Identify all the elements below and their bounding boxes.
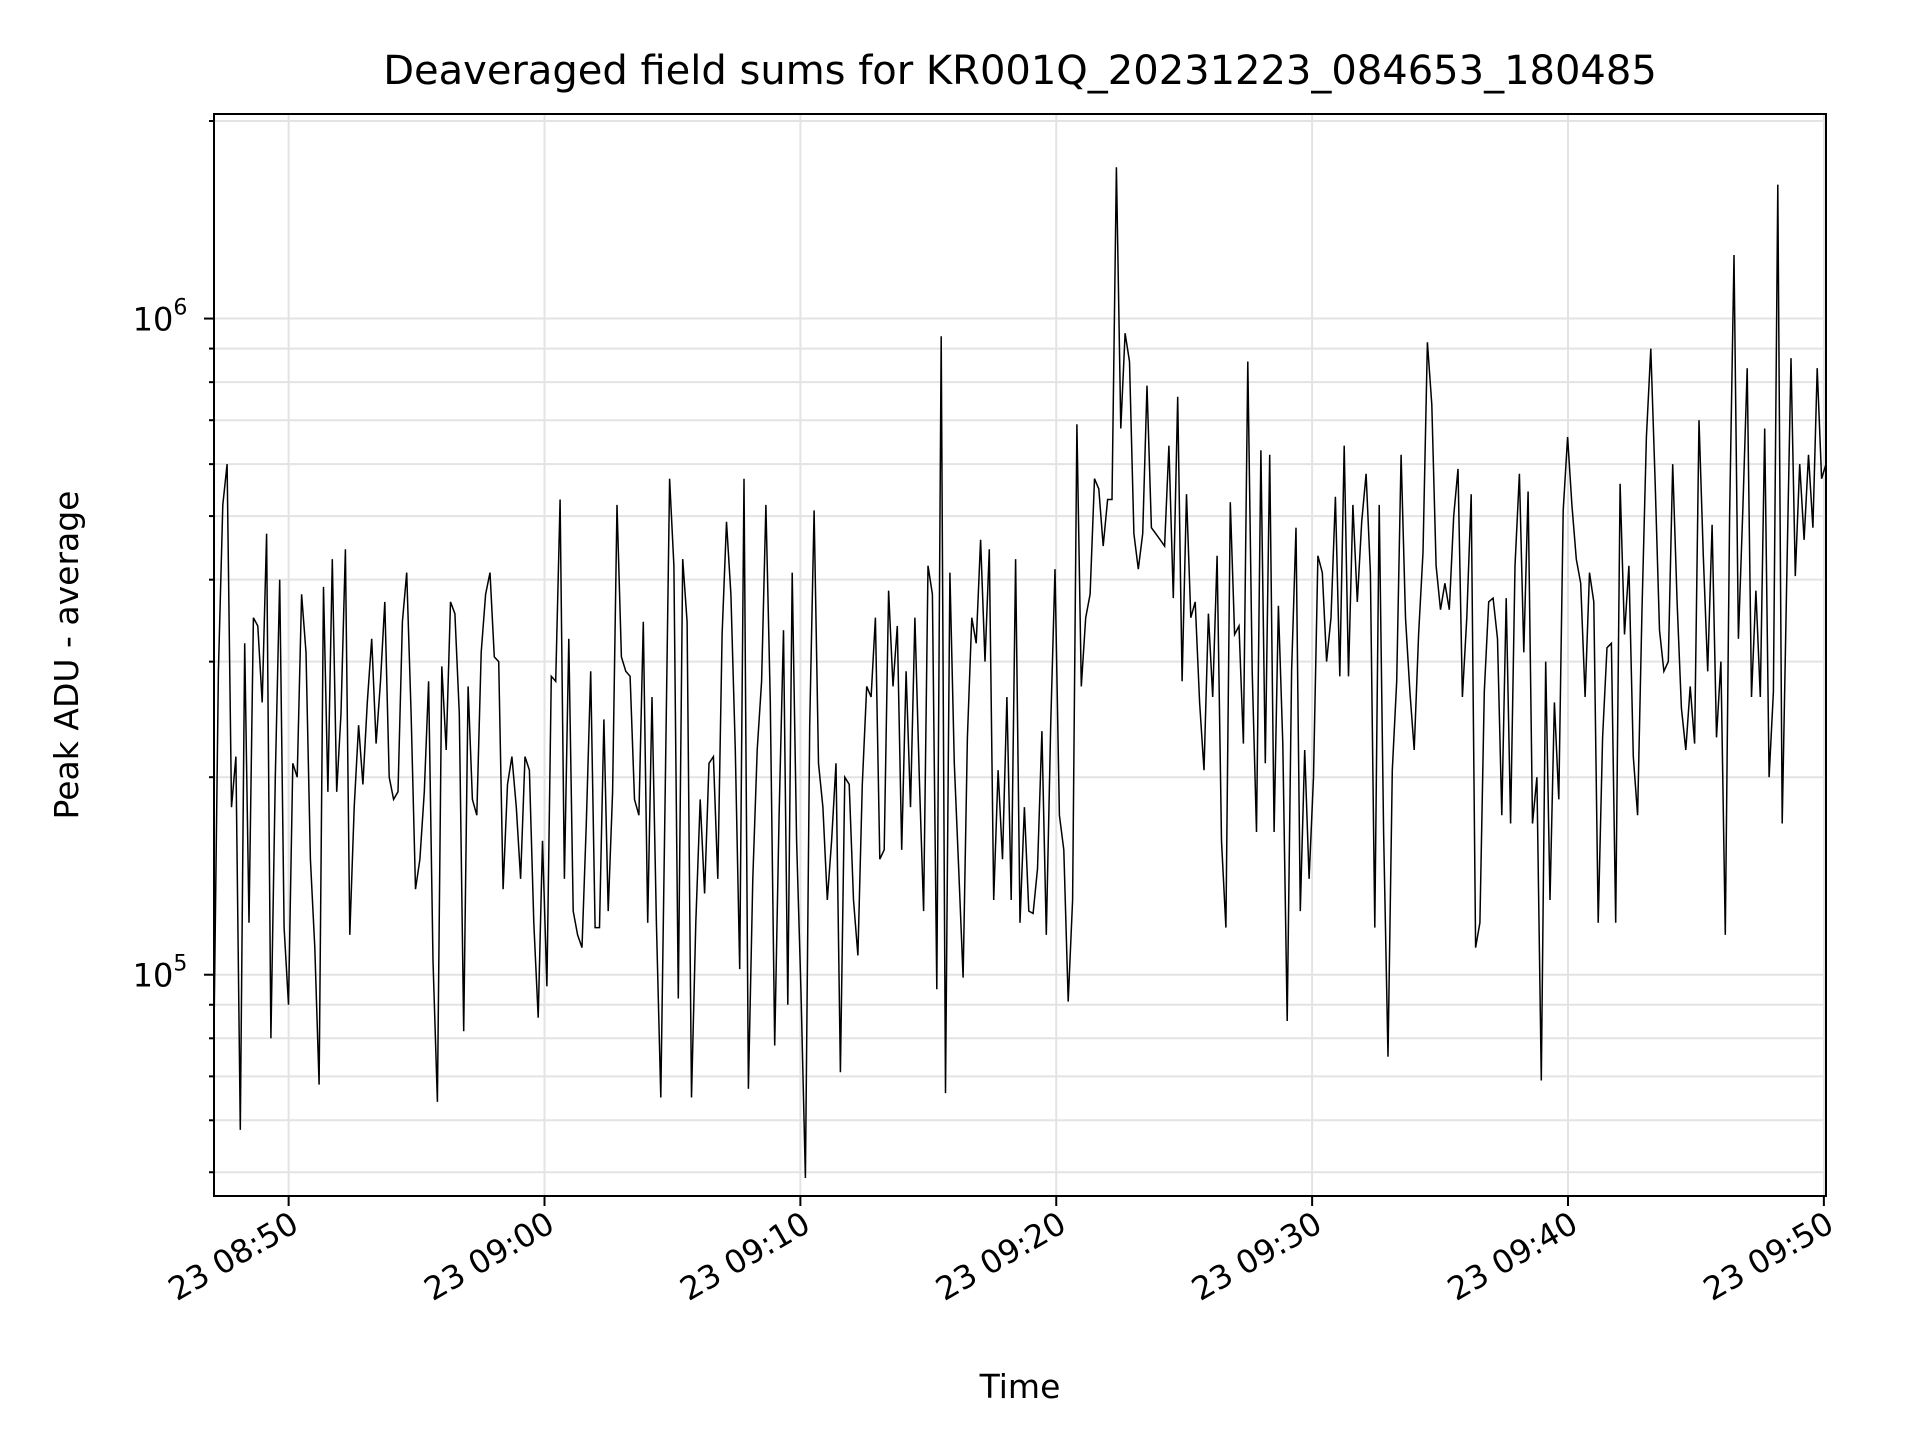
x-axis-label: Time <box>979 1367 1061 1406</box>
y-axis-label: Peak ADU - average <box>47 491 86 820</box>
x-tick-label: 23 08:50 <box>162 1204 305 1308</box>
y-tick-exponent: 6 <box>173 296 187 321</box>
y-tick-base: 10 <box>133 957 174 995</box>
x-tick-label: 23 09:50 <box>1697 1204 1840 1308</box>
series-layer <box>213 167 1827 1179</box>
y-tick-exponent: 5 <box>173 952 187 977</box>
x-tick-label: 23 09:30 <box>1185 1204 1328 1308</box>
chart-title: Deaveraged field sums for KR001Q_2023122… <box>383 48 1657 94</box>
x-tick-label: 23 09:40 <box>1441 1204 1584 1308</box>
y-tick-base: 10 <box>133 301 174 339</box>
plot-frame <box>213 113 1827 1197</box>
x-tick-label: 23 09:10 <box>673 1204 816 1308</box>
x-tick-label: 23 09:20 <box>929 1204 1072 1308</box>
y-tick-label: 105 <box>133 952 188 995</box>
x-tick-label: 23 09:00 <box>418 1204 561 1308</box>
ticks: 23 08:50 23 09:00 23 09:10 23 09:20 23 09:30… <box>133 120 1840 1308</box>
series-line <box>213 167 1827 1179</box>
y-tick-label: 106 <box>133 296 188 339</box>
